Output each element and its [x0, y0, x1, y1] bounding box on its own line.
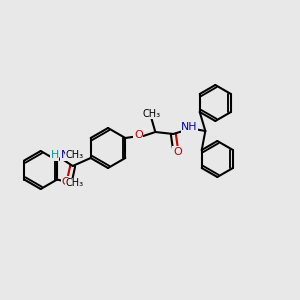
Text: O: O [173, 147, 182, 157]
Text: CH₃: CH₃ [65, 149, 83, 160]
Text: O: O [61, 177, 70, 187]
Text: O: O [134, 130, 143, 140]
Text: H: H [50, 150, 59, 160]
Text: N: N [61, 150, 69, 160]
Text: CH₃: CH₃ [142, 109, 160, 119]
Text: CH₃: CH₃ [65, 178, 83, 188]
Text: NH: NH [181, 122, 198, 132]
